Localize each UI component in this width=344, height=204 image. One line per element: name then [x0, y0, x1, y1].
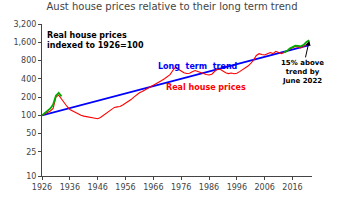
- svg-text:400: 400: [21, 75, 36, 84]
- svg-text:10: 10: [26, 172, 36, 181]
- svg-text:2016: 2016: [282, 183, 302, 192]
- svg-text:1946: 1946: [87, 183, 107, 192]
- svg-text:1926: 1926: [32, 183, 52, 192]
- svg-text:25: 25: [26, 148, 36, 157]
- svg-text:1976: 1976: [171, 183, 191, 192]
- svg-text:15% abovetrend byJune 2022: 15% abovetrend byJune 2022: [281, 59, 324, 85]
- svg-text:800: 800: [21, 56, 36, 65]
- svg-text:1956: 1956: [115, 183, 135, 192]
- svg-text:1,600: 1,600: [13, 38, 36, 47]
- svg-text:Real house prices: Real house prices: [166, 83, 246, 92]
- svg-text:Aust house prices relative to: Aust house prices relative to their long…: [46, 1, 297, 12]
- svg-text:100: 100: [21, 111, 36, 120]
- svg-text:1936: 1936: [60, 183, 80, 192]
- svg-text:1966: 1966: [143, 183, 163, 192]
- svg-text:1986: 1986: [199, 183, 219, 192]
- svg-text:50: 50: [26, 129, 36, 138]
- svg-text:1996: 1996: [227, 183, 247, 192]
- svg-text:3,200: 3,200: [13, 20, 36, 29]
- svg-text:Real house pricesindexed to 19: Real house pricesindexed to 1926=100: [47, 31, 144, 50]
- svg-text:Long term trend: Long term trend: [158, 62, 238, 71]
- svg-text:200: 200: [21, 93, 36, 102]
- svg-text:2006: 2006: [255, 183, 275, 192]
